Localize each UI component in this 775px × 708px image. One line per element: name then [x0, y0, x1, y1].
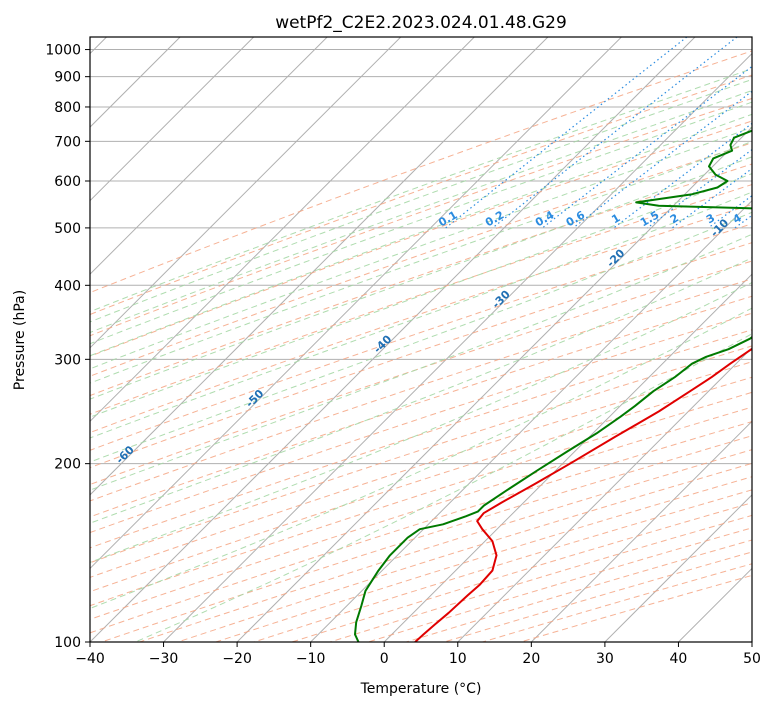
y-tick-label: 500 [54, 221, 81, 237]
mixing-ratio-layer [445, 37, 752, 229]
moist-adiabat-line [90, 101, 752, 345]
isotherm-line [457, 347, 752, 642]
plot-frame [89, 36, 753, 643]
x-tick-label: 20 [522, 651, 540, 667]
moist-adiabat-line [90, 173, 752, 418]
y-tick-label: 700 [54, 134, 81, 150]
x-tick-label: −20 [222, 651, 252, 667]
x-axis-ticks: −40 −30 −20 −10 0 10 20 30 40 50 [75, 642, 761, 667]
x-tick-label: −40 [75, 651, 105, 667]
moist-adiabat-line [90, 156, 752, 400]
dry-adiabat-line [90, 120, 752, 357]
annotation-layer: 0.10.20.40.611.52346810131620253036-100-… [113, 208, 744, 466]
temperature-profile-line [414, 347, 752, 642]
dry-adiabat-line [90, 74, 752, 316]
x-axis-label: Temperature (°C) [360, 681, 482, 697]
y-tick-label: 400 [54, 278, 81, 294]
isotherm-line [530, 420, 752, 642]
y-tick-label: 600 [54, 174, 81, 190]
plot-area: 0.10.20.40.611.52346810131620253036-100-… [90, 37, 752, 642]
x-tick-label: 40 [670, 651, 688, 667]
mixing-ratio-line [572, 90, 752, 229]
dry-adiabat-line [90, 50, 752, 294]
isotherm-line [163, 52, 752, 642]
series-layer [354, 129, 752, 642]
dry-adiabat-line [90, 329, 752, 549]
y-axis-label: Pressure (hPa) [12, 290, 28, 390]
x-tick-label: 0 [380, 651, 389, 667]
mixing-ratio-line [671, 167, 752, 229]
dry-adiabat-line [90, 242, 752, 469]
mixing-ratio-line [492, 37, 738, 229]
dry-adiabat-line [90, 163, 752, 397]
isotherm-line [90, 37, 255, 202]
isotherm-line [90, 37, 622, 570]
dry-adiabat-line [90, 223, 752, 451]
moist-adiabat-line [90, 282, 752, 563]
isotherm-line [90, 37, 328, 275]
y-tick-label: 900 [54, 70, 81, 86]
x-tick-label: −10 [296, 651, 326, 667]
x-tick-label: −30 [149, 651, 179, 667]
moist-adiabat-line [90, 257, 752, 524]
dry-adiabat-line [90, 278, 752, 502]
isotherm-line [90, 37, 549, 496]
isotherms-layer [90, 37, 752, 642]
isotherm-line [90, 37, 402, 349]
x-tick-label: 50 [743, 651, 761, 667]
moist-adiabats-layer [90, 68, 752, 642]
moist-adiabat-line [135, 333, 752, 642]
moist-adiabat-line [90, 113, 752, 357]
y-axis-ticks: 100 200 300 400 500 600 700 800 900 1000 [45, 43, 90, 651]
chart-title: wetPf2_C2E2.2023.024.01.48.G29 [275, 13, 567, 33]
moist-adiabat-line [90, 68, 752, 313]
y-tick-label: 300 [54, 352, 81, 368]
y-tick-label: 1000 [45, 43, 81, 59]
dry-adiabat-line [90, 376, 752, 593]
isotherm-line [90, 37, 475, 423]
dry-adiabat-line [90, 142, 752, 377]
isotherm-line [383, 273, 752, 642]
dry-adiabat-line [90, 97, 752, 337]
y-tick-label: 800 [54, 100, 81, 116]
moist-adiabat-line [90, 126, 752, 370]
moist-adiabat-line [90, 233, 752, 491]
y-tick-label: 200 [54, 457, 81, 473]
x-tick-label: 30 [596, 651, 614, 667]
moist-adiabat-line [90, 78, 752, 323]
mixing-ratio-line [445, 37, 688, 229]
y-tick-label: 100 [54, 635, 81, 651]
isotherm-line [310, 199, 752, 642]
dry-adiabat-line [90, 184, 752, 415]
dewpoint-profile-line [354, 129, 752, 642]
isotherm-line [236, 126, 752, 642]
x-tick-label: 10 [449, 651, 467, 667]
mixing-ratio-line [647, 148, 752, 229]
isotherm-line [90, 37, 696, 642]
